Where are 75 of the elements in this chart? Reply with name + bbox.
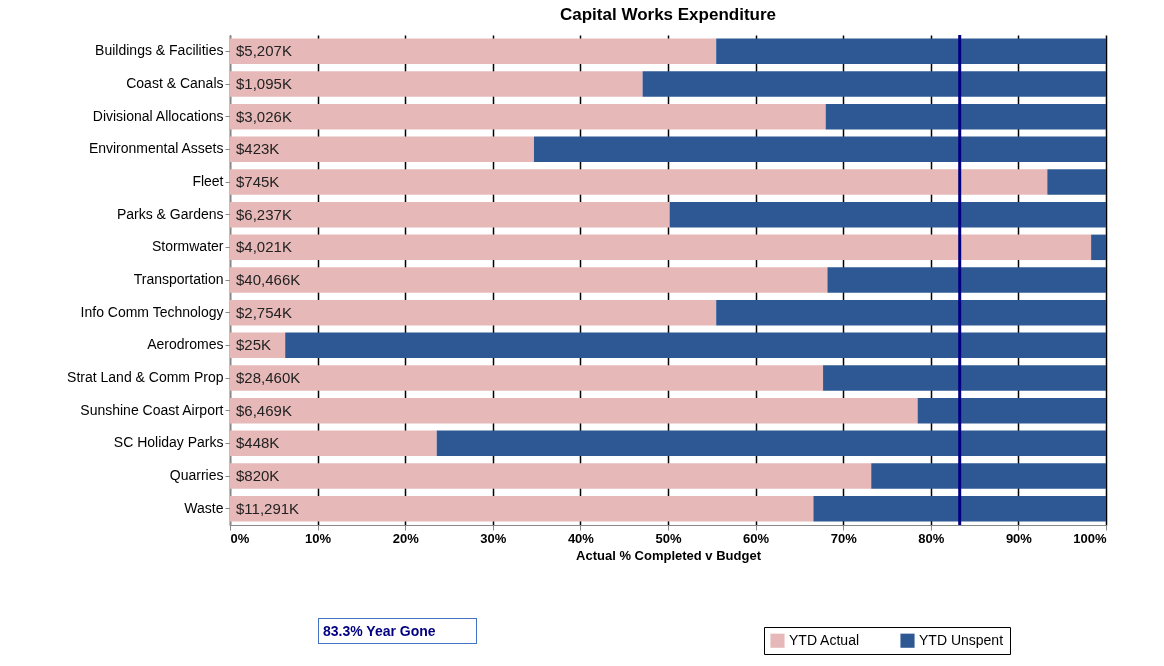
bar: [827, 267, 1106, 293]
bar: [285, 332, 1106, 359]
bar: [230, 234, 1092, 261]
bar: [436, 430, 1106, 457]
annotation: $745K: [236, 173, 280, 190]
x-axis-title: Actual % Completed v Budget: [576, 547, 762, 563]
annotation: $11,291K: [236, 499, 300, 517]
bar: [230, 169, 1048, 195]
bar: [230, 365, 824, 391]
bar: [230, 397, 918, 424]
legend-label: YTD Actual: [789, 631, 860, 648]
y-tick-label: Environmental Assets: [88, 140, 224, 157]
y-tick-label: Strat Land & Comm Prop: [67, 369, 224, 385]
y-tick-label: Quarries: [169, 467, 224, 483]
y-tick-label: Coast & Canals: [126, 75, 224, 91]
bar: [1047, 169, 1106, 195]
x-tick-label: 40%: [567, 530, 595, 546]
y-tick-label: Divisional Allocations: [92, 107, 224, 124]
y-tick-label: Fleet: [192, 173, 224, 189]
bar: [917, 397, 1106, 424]
bar: [230, 495, 814, 522]
annotation: $1,095K: [236, 75, 292, 92]
annotation: $25K: [236, 336, 272, 354]
bar: [716, 38, 1106, 65]
x-tick-label: 100%: [1073, 530, 1107, 546]
bar: [825, 103, 1106, 130]
legend-label: YTD Unspent: [919, 631, 1004, 648]
bar: [813, 495, 1106, 522]
y-tick-label: Waste: [184, 499, 224, 516]
annotation: $820K: [236, 467, 280, 484]
x-tick-label: 90%: [1005, 530, 1033, 546]
annotation: $448K: [236, 434, 280, 452]
bar: [871, 463, 1106, 489]
annotation: $2,754K: [236, 303, 292, 321]
bar: [230, 38, 717, 65]
y-tick-label: Info Comm Technology: [80, 303, 224, 320]
ref-line-label: 83.3% Year Gone: [318, 618, 477, 644]
bar: [230, 136, 534, 163]
x-tick-label: 50%: [655, 530, 682, 546]
bar: [823, 365, 1106, 391]
y-tick-label: Parks & Gardens: [116, 205, 224, 222]
x-tick-label: 80%: [918, 530, 945, 546]
bar: [230, 299, 717, 326]
bar: [642, 71, 1106, 97]
y-tick-label: Stormwater: [151, 238, 224, 255]
bar: [230, 71, 643, 97]
bar: [230, 103, 826, 130]
bar: [1091, 234, 1106, 261]
x-tick-label: 0%: [230, 530, 250, 546]
bar: [230, 463, 872, 489]
bar: [230, 430, 437, 457]
y-tick-label: Aerodromes: [147, 336, 224, 353]
annotation: $6,237K: [236, 205, 292, 223]
y-tick-label: Buildings & Facilities: [95, 42, 224, 59]
bar: [230, 201, 670, 228]
bar: [716, 299, 1106, 326]
annotation: $28,460K: [236, 369, 301, 386]
y-tick-label: Sunshine Coast Airport: [80, 401, 224, 418]
bar: [533, 136, 1106, 163]
x-tick-label: 30%: [480, 530, 507, 546]
annotation: $4,021K: [236, 238, 292, 256]
annotation: $6,469K: [236, 401, 292, 419]
y-tick-label: SC Holiday Parks: [113, 434, 224, 451]
bar: [230, 267, 828, 293]
annotation: $3,026K: [236, 107, 292, 125]
annotation: $40,466K: [236, 271, 301, 288]
x-tick-label: 60%: [743, 530, 770, 546]
annotation: $5,207K: [236, 42, 292, 60]
y-tick-label: Transportation: [133, 271, 224, 287]
bar: [669, 201, 1106, 228]
x-tick-label: 10%: [305, 530, 332, 546]
x-tick-label: 20%: [392, 530, 420, 546]
annotation: $423K: [236, 140, 280, 158]
x-tick-label: 70%: [830, 530, 858, 546]
chart-title: Capital Works Expenditure: [559, 4, 777, 24]
